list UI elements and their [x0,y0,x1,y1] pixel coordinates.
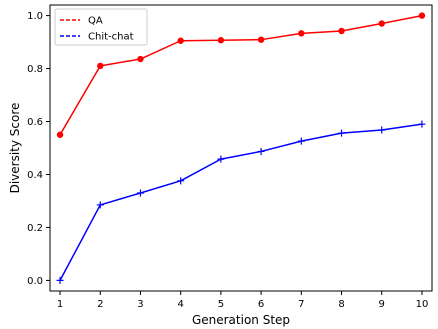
y-tick-label: 0.6 [27,117,43,128]
data-point-chit-chat [378,126,386,134]
x-tick-label: 6 [258,299,264,310]
y-axis-label: Diversity Score [8,103,22,194]
x-axis-label: Generation Step [192,313,290,327]
data-point-chit-chat [177,177,185,185]
data-point-qa [418,12,426,19]
data-point-qa [97,62,104,70]
data-point-qa [137,55,144,63]
y-tick-label: 0.2 [27,223,43,234]
x-tick-label: 10 [416,299,429,310]
data-point-chit-chat [418,120,426,128]
x-tick-label: 8 [338,299,344,310]
axes-frame [49,4,433,292]
data-point-chit-chat [136,189,144,197]
data-point-chit-chat [217,155,225,163]
x-tick-label: 7 [298,299,304,310]
y-axis-ticks: 0.0 0.2 0.4 0.6 0.8 1.0 [27,11,50,287]
legend: QA Chit-chat [54,8,148,46]
data-point-qa [217,37,225,44]
data-point-qa [378,20,385,27]
y-tick-label: 0.4 [27,170,43,181]
data-point-qa [298,30,305,37]
data-point-chit-chat [297,137,305,145]
data-point-chit-chat [56,276,64,284]
data-point-qa [56,131,64,138]
x-axis-ticks: 1 2 3 4 5 6 7 8 9 10 [57,291,428,310]
series-line-chit-chat [59,123,423,281]
data-point-chit-chat [96,201,104,209]
x-tick-label: 9 [379,299,385,310]
data-point-chit-chat [338,129,346,137]
data-point-qa [177,37,184,44]
y-tick-label: 1.0 [27,11,43,22]
data-point-chit-chat [257,147,265,155]
series-line-qa [59,14,423,136]
x-tick-label: 3 [137,299,143,310]
x-tick-label: 5 [218,299,224,310]
x-tick-label: 1 [57,299,63,310]
y-tick-label: 0.0 [27,276,43,287]
series-layer [56,12,426,284]
x-tick-label: 2 [97,299,103,310]
data-point-qa [257,36,265,43]
x-tick-label: 4 [177,299,183,310]
y-tick-label: 0.8 [27,64,43,75]
legend-label-chit-chat: Chit-chat [88,32,134,43]
data-point-qa [338,27,345,35]
legend-label-qa: QA [88,16,103,27]
